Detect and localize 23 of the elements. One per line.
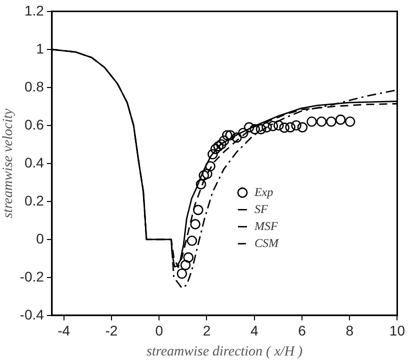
x-tick-label: -2 xyxy=(105,322,118,339)
y-tick-label: 0.2 xyxy=(24,192,44,208)
y-tick-label: 0.8 xyxy=(24,78,44,94)
y-axis-title: streamwise velocity xyxy=(1,108,16,218)
y-tick-label: -0.4 xyxy=(20,306,44,322)
legend-label: Exp xyxy=(253,184,274,199)
y-tick-label: 1.2 xyxy=(24,2,44,18)
legend-label: SF xyxy=(254,202,268,216)
x-tick-label: 6 xyxy=(298,322,306,339)
y-tick-label: 0.4 xyxy=(24,154,44,170)
y-tick-label: -0.2 xyxy=(20,268,44,284)
x-tick-label: 10 xyxy=(389,322,406,339)
y-tick-label: 1 xyxy=(36,40,44,56)
legend-label: CSM xyxy=(254,236,280,250)
x-tick-label: 4 xyxy=(250,322,258,339)
x-tick-label: 0 xyxy=(155,322,164,339)
x-axis-title: streamwise direction ( x/H ) xyxy=(146,344,303,360)
x-tick-label: 2 xyxy=(202,322,211,339)
y-tick-label: 0.6 xyxy=(24,116,44,132)
y-tick-label: 0 xyxy=(36,230,44,246)
x-tick-label: -4 xyxy=(58,322,70,339)
x-tick-label: 8 xyxy=(346,322,354,339)
legend-label: MSF xyxy=(253,218,278,233)
